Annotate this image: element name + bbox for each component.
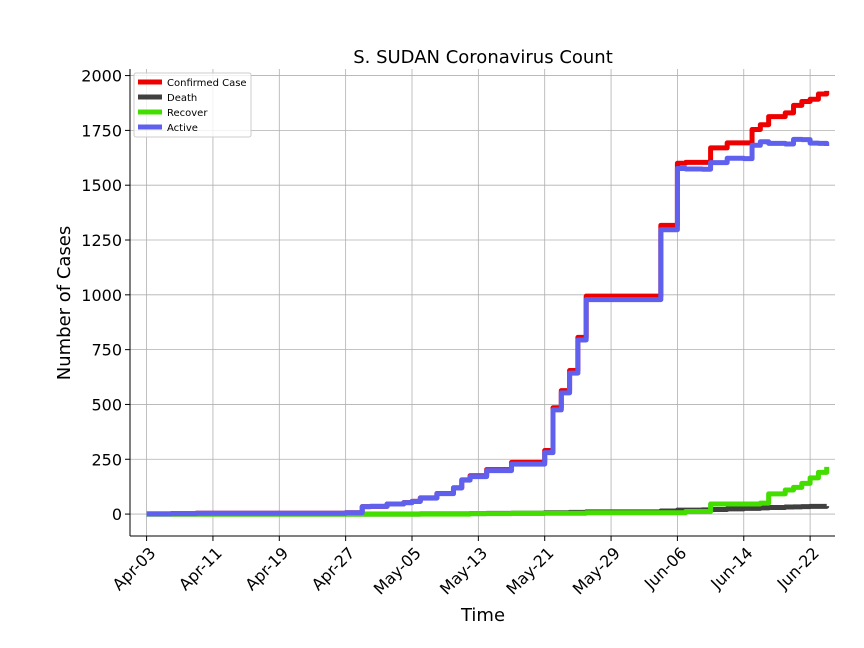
x-tick-label: Jun-22 [773, 543, 823, 593]
y-tick-label: 0 [112, 505, 122, 524]
y-tick-label: 500 [91, 395, 122, 414]
legend-box [133, 72, 252, 138]
y-tick-label: 2000 [81, 67, 122, 86]
x-tick-label: Jun-14 [706, 543, 756, 593]
x-tick-label: May-29 [569, 543, 624, 598]
x-tick-label: May-05 [370, 543, 425, 598]
legend-label: Confirmed Case [167, 78, 247, 89]
y-tick-label: 1250 [81, 231, 122, 250]
y-tick-label: 1750 [81, 121, 122, 140]
series-line-confirmed-case [146, 90, 830, 517]
y-axis-label: Number of Cases [54, 226, 75, 381]
x-tick-label: Apr-27 [308, 543, 359, 594]
series-line-active [146, 136, 830, 517]
x-tick-label: Apr-03 [109, 543, 160, 594]
chart-title: S. SUDAN Coronavirus Count [353, 47, 613, 68]
legend-label: Death [167, 93, 197, 104]
grid [130, 69, 835, 536]
x-tick-label: Jun-06 [640, 543, 690, 593]
y-tick-labels: 0 250 500 750 1000 1250 1500 1750 2000 [81, 67, 122, 524]
x-tick-label: May-13 [436, 543, 491, 598]
legend: Confirmed Case Death Recover Active [133, 72, 252, 138]
x-tick-label: Apr-11 [175, 543, 226, 594]
plot-lines [146, 90, 830, 517]
axes [125, 69, 835, 541]
y-tick-label: 1000 [81, 286, 122, 305]
y-tick-label: 750 [91, 341, 122, 360]
series-line-recover [146, 466, 830, 517]
legend-label: Active [167, 123, 198, 134]
x-tick-labels: Apr-03 Apr-11 Apr-19 Apr-27 May-05 May-13 May-… [109, 543, 823, 598]
y-tick-label: 250 [91, 450, 122, 469]
x-axis-label: Time [460, 605, 505, 626]
legend-label: Recover [167, 108, 208, 119]
y-tick-label: 1500 [81, 176, 122, 195]
x-tick-label: May-21 [502, 543, 557, 598]
x-tick-label: Apr-19 [241, 543, 292, 594]
